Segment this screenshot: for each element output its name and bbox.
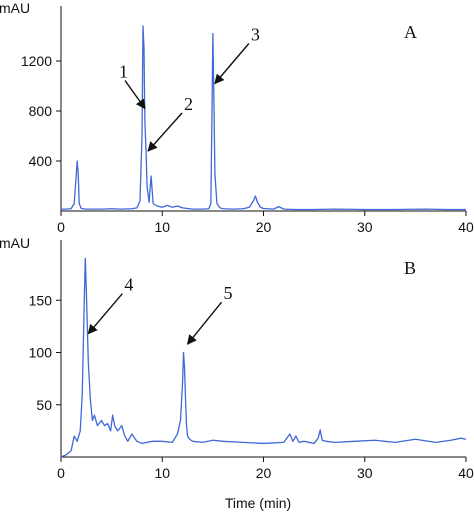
panel-b-y-tick-label: 50 [36,397,52,413]
peak-1-label: 1 [119,62,128,82]
panel-b-y-ticks: 50 100 150 [29,292,61,413]
panel-a-y-tick-label: 800 [29,103,53,119]
panel-b-y-tick-label: 100 [29,345,53,361]
peak-5-label: 5 [224,283,233,303]
peak-5-arrow [186,301,223,345]
panel-a-x-ticks: 0 10 20 30 40 [57,211,474,235]
panel-b-x-tick-label: 10 [154,465,170,481]
panel-a-x-tick-label: 40 [458,219,474,235]
peak-3-arrow [214,43,250,85]
panel-a-trace [61,25,466,211]
panel-a-x-tick-label: 30 [357,219,373,235]
panel-b-label: B [404,258,416,278]
panel-a-y-unit: mAU [0,0,30,16]
panel-b-y-unit: mAU [0,235,30,251]
panel-a-x-tick-label: 20 [256,219,272,235]
panel-a-y-tick-label: 1200 [21,53,52,69]
panel-b-trace [60,257,467,458]
panel-b-x-tick-label: 0 [57,465,65,481]
peak-4-arrow [87,293,123,335]
panel-a-y-tick-label: 400 [29,153,53,169]
peak-3-label: 3 [251,25,260,45]
panel-a: mAU A 400 800 1200 0 10 20 30 40 1 2 3 [0,0,474,235]
peak-4-label: 4 [124,275,133,295]
panel-b-x-ticks: 0 10 20 30 40 [57,457,474,481]
panel-a-x-tick-label: 0 [57,219,65,235]
panel-a-x-tick-label: 10 [154,219,170,235]
peak-2-arrow [147,112,183,152]
panel-b-x-tick-label: 30 [357,465,373,481]
panel-a-peak-annotations: 1 2 3 [119,25,260,152]
panel-b-y-tick-label: 150 [29,292,53,308]
peak-1-arrow [124,80,146,110]
panel-b-x-tick-label: 40 [458,465,474,481]
panel-b-x-tick-label: 20 [256,465,272,481]
panel-a-label: A [404,22,417,42]
panel-a-y-ticks: 400 800 1200 [21,53,61,169]
x-axis-title: Time (min) [225,495,291,511]
peak-2-label: 2 [184,94,193,114]
